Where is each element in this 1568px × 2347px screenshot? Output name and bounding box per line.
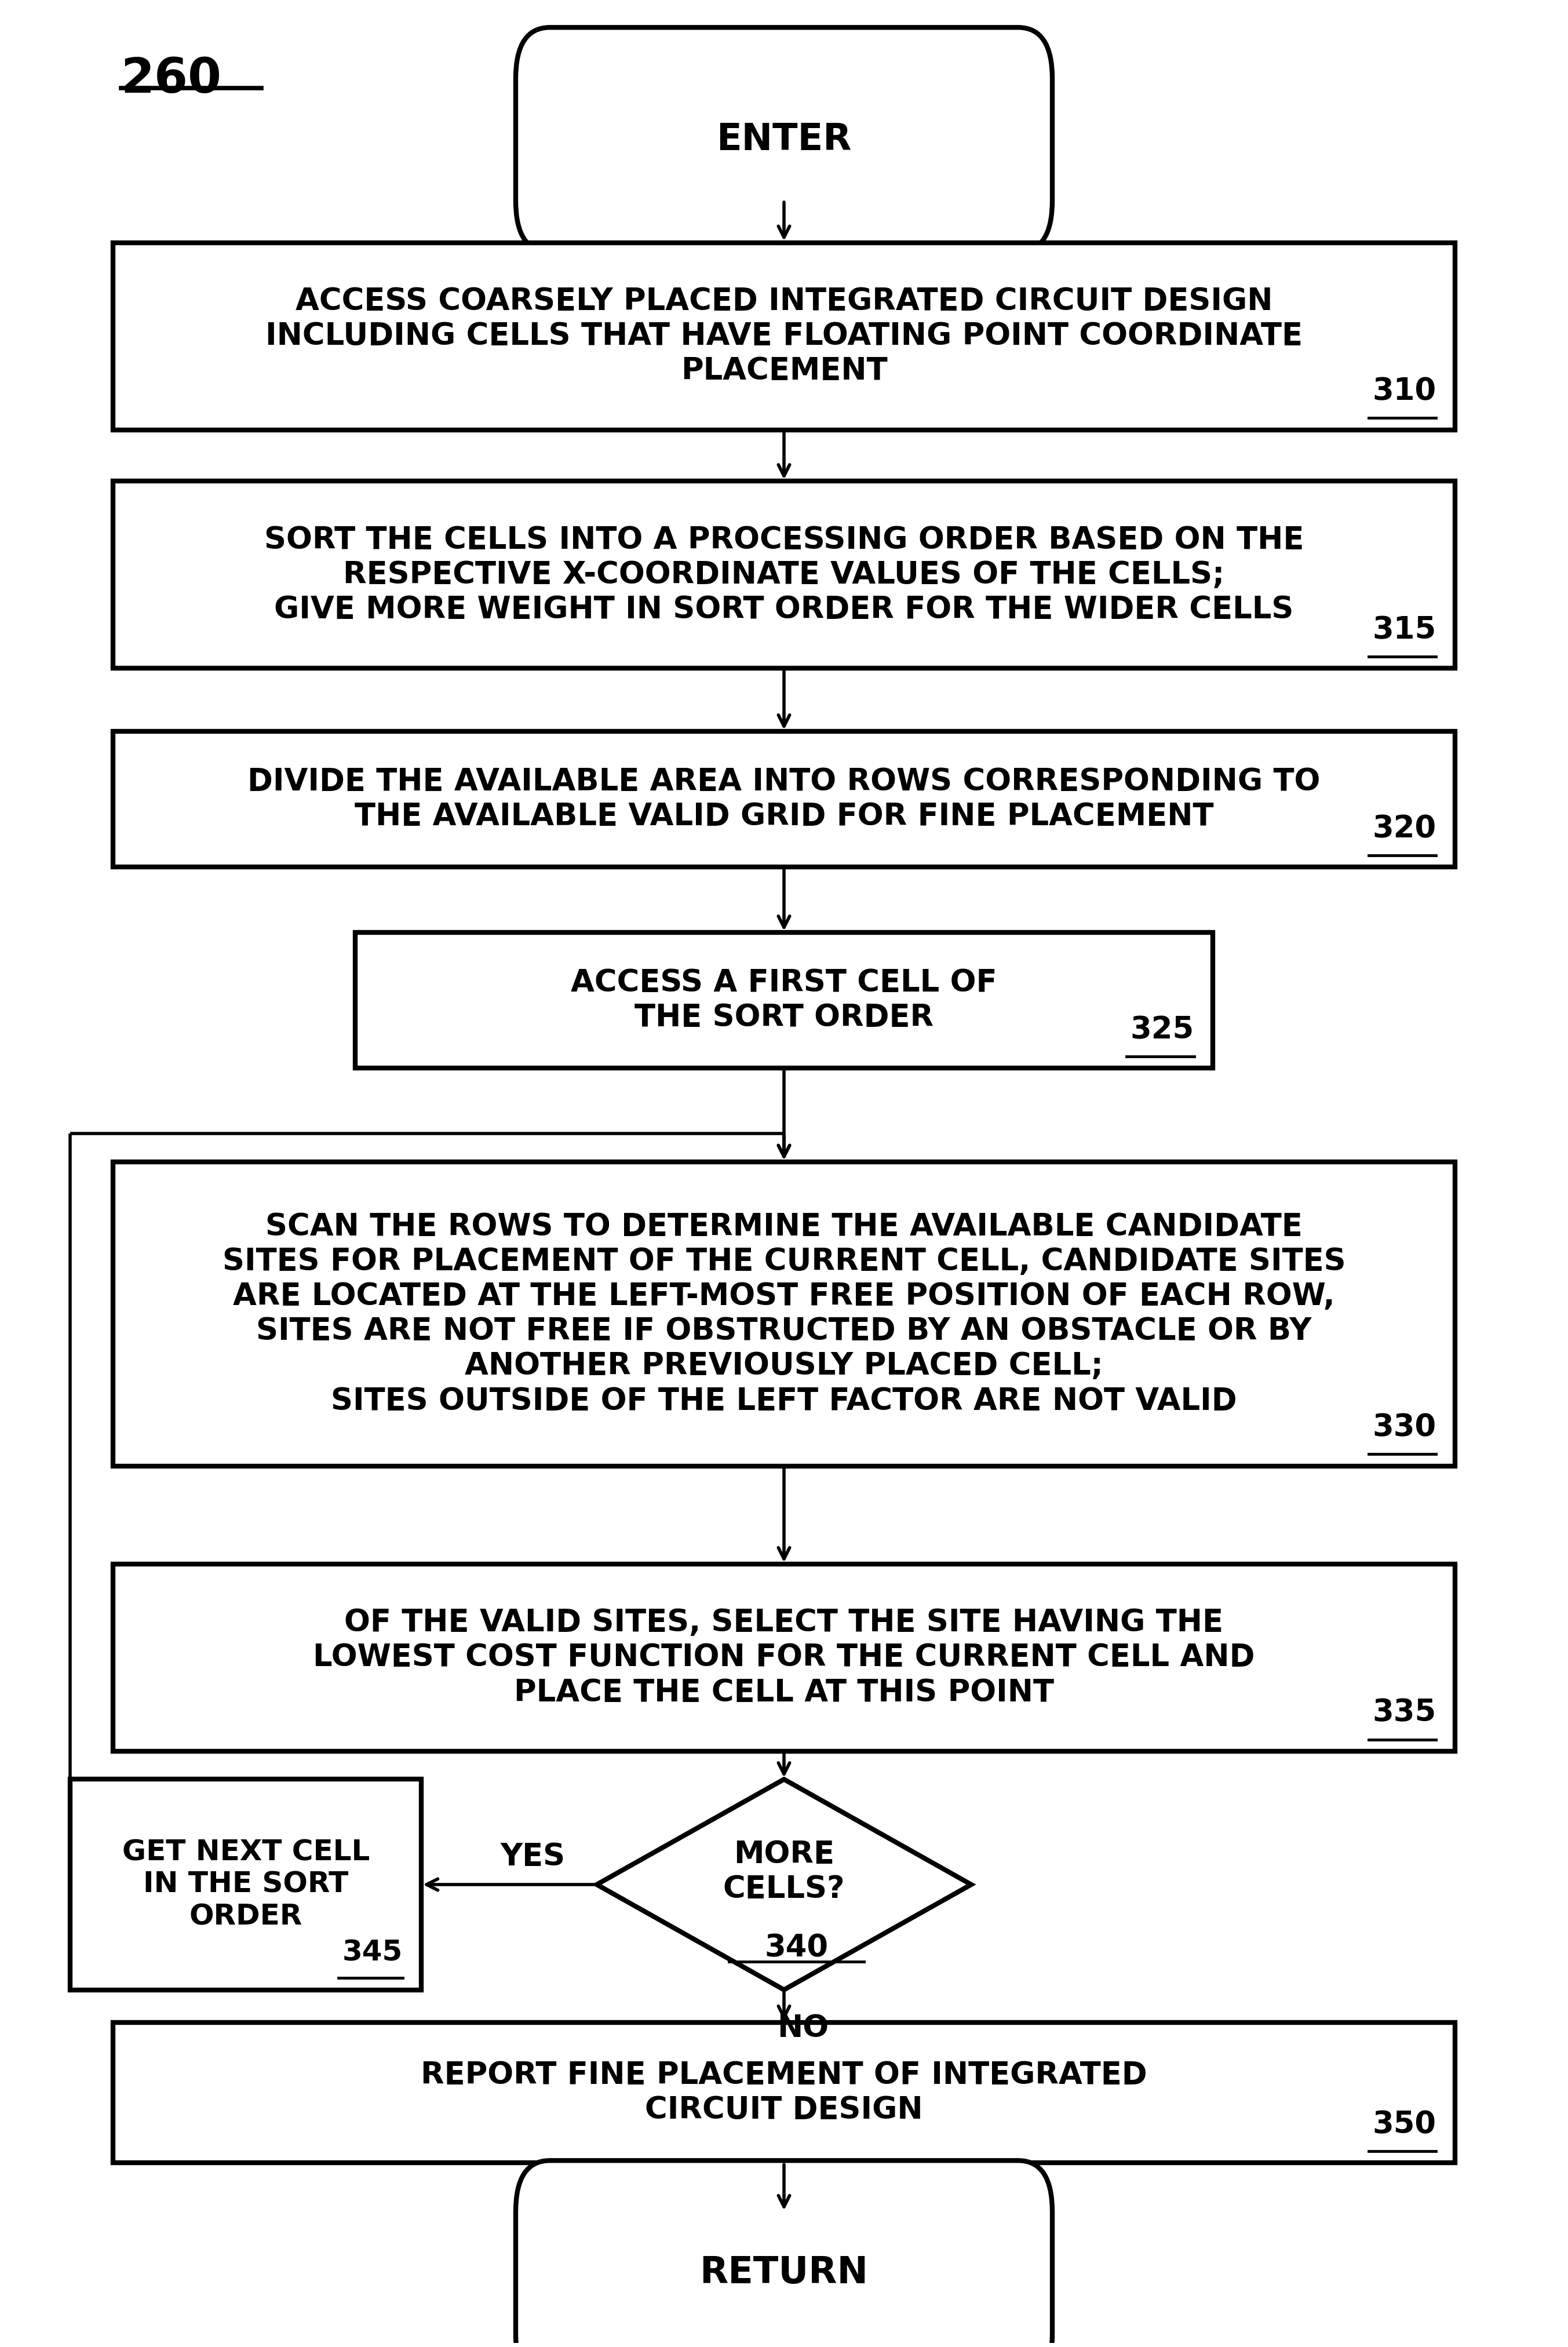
Text: 320: 320	[1372, 814, 1436, 843]
Text: YES: YES	[500, 1842, 566, 1871]
Text: 310: 310	[1372, 376, 1436, 406]
FancyBboxPatch shape	[516, 28, 1052, 251]
Bar	[113, 242, 1455, 430]
Bar	[113, 732, 1455, 866]
Text: 335: 335	[1372, 1697, 1436, 1727]
Text: 330: 330	[1372, 1413, 1436, 1443]
Text: DIVIDE THE AVAILABLE AREA INTO ROWS CORRESPONDING TO
THE AVAILABLE VALID GRID FO: DIVIDE THE AVAILABLE AREA INTO ROWS CORR…	[248, 767, 1320, 831]
Text: MORE
CELLS?: MORE CELLS?	[723, 1840, 845, 1903]
Bar	[113, 1162, 1455, 1467]
FancyBboxPatch shape	[516, 2162, 1052, 2347]
Text: 315: 315	[1372, 615, 1436, 645]
Bar	[71, 1779, 422, 1990]
Text: 345: 345	[342, 1939, 403, 1967]
Text: 260: 260	[121, 56, 221, 103]
Bar	[354, 932, 1214, 1068]
Text: 340: 340	[765, 1932, 828, 1962]
Text: SCAN THE ROWS TO DETERMINE THE AVAILABLE CANDIDATE
SITES FOR PLACEMENT OF THE CU: SCAN THE ROWS TO DETERMINE THE AVAILABLE…	[223, 1211, 1345, 1415]
Text: REPORT FINE PLACEMENT OF INTEGRATED
CIRCUIT DESIGN: REPORT FINE PLACEMENT OF INTEGRATED CIRC…	[420, 2061, 1148, 2126]
Bar	[113, 481, 1455, 669]
Polygon shape	[597, 1779, 971, 1990]
Text: GET NEXT CELL
IN THE SORT
ORDER: GET NEXT CELL IN THE SORT ORDER	[122, 1838, 370, 1932]
Text: ENTER: ENTER	[717, 122, 851, 157]
Text: RETURN: RETURN	[699, 2255, 869, 2291]
Text: NO: NO	[776, 2014, 828, 2044]
Text: SORT THE CELLS INTO A PROCESSING ORDER BASED ON THE
RESPECTIVE X-COORDINATE VALU: SORT THE CELLS INTO A PROCESSING ORDER B…	[263, 526, 1305, 624]
Bar	[113, 1563, 1455, 1751]
Text: 325: 325	[1131, 1014, 1195, 1044]
Text: ACCESS COARSELY PLACED INTEGRATED CIRCUIT DESIGN
INCLUDING CELLS THAT HAVE FLOAT: ACCESS COARSELY PLACED INTEGRATED CIRCUI…	[265, 286, 1303, 387]
Bar	[113, 2023, 1455, 2164]
Text: 350: 350	[1372, 2110, 1436, 2140]
Text: ACCESS A FIRST CELL OF
THE SORT ORDER: ACCESS A FIRST CELL OF THE SORT ORDER	[571, 967, 997, 1033]
Text: OF THE VALID SITES, SELECT THE SITE HAVING THE
LOWEST COST FUNCTION FOR THE CURR: OF THE VALID SITES, SELECT THE SITE HAVI…	[314, 1608, 1254, 1709]
